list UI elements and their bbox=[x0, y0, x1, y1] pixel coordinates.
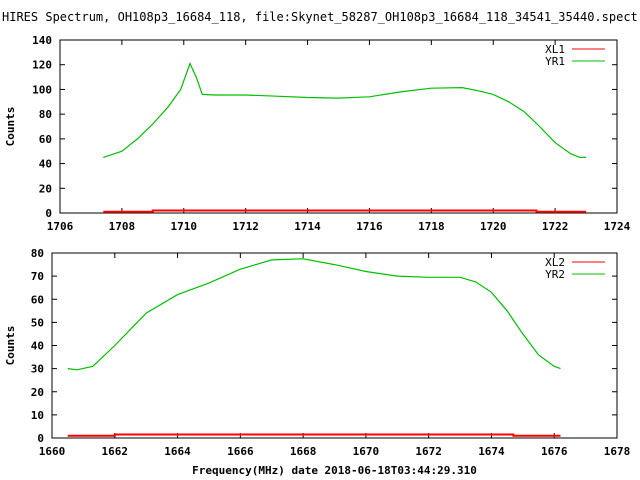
legend-label-xl1: XL1 bbox=[545, 43, 565, 56]
x-tick-label: 1662 bbox=[102, 445, 129, 458]
y-tick-label: 70 bbox=[31, 270, 44, 283]
x-axis-label: Frequency(MHz) date 2018-06-18T03:44:29.… bbox=[192, 464, 477, 477]
y-tick-label: 20 bbox=[39, 182, 52, 195]
x-tick-label: 1716 bbox=[356, 220, 383, 233]
y-tick-label: 10 bbox=[31, 409, 44, 422]
y-axis-label: Counts bbox=[4, 326, 17, 366]
y-tick-label: 0 bbox=[45, 207, 52, 220]
y-tick-label: 20 bbox=[31, 386, 44, 399]
series-line-yr1 bbox=[103, 61, 587, 158]
x-tick-label: 1712 bbox=[232, 220, 259, 233]
x-tick-label: 1676 bbox=[541, 445, 568, 458]
chart-title: HIRES Spectrum, OH108p3_16684_118, file:… bbox=[2, 10, 640, 24]
x-tick-label: 1666 bbox=[227, 445, 254, 458]
x-tick-label: 1706 bbox=[47, 220, 74, 233]
y-tick-label: 120 bbox=[32, 59, 52, 72]
y-tick-label: 40 bbox=[39, 158, 52, 171]
x-tick-label: 1714 bbox=[294, 220, 321, 233]
plot-frame-1 bbox=[59, 39, 618, 214]
series-line-xl2 bbox=[67, 433, 561, 437]
series-line-xl1 bbox=[103, 209, 587, 213]
x-tick-label: 1678 bbox=[604, 445, 631, 458]
x-tick-label: 1660 bbox=[39, 445, 66, 458]
y-tick-label: 0 bbox=[37, 432, 44, 445]
x-tick-label: 1718 bbox=[418, 220, 445, 233]
legend-label-yr2: YR2 bbox=[545, 268, 565, 281]
x-tick-label: 1670 bbox=[353, 445, 380, 458]
x-tick-label: 1668 bbox=[290, 445, 317, 458]
x-tick-label: 1720 bbox=[480, 220, 507, 233]
legend-label-xl2: XL2 bbox=[545, 256, 565, 269]
x-tick-label: 1724 bbox=[604, 220, 631, 233]
x-tick-label: 1674 bbox=[478, 445, 505, 458]
y-tick-label: 80 bbox=[39, 108, 52, 121]
x-tick-label: 1672 bbox=[415, 445, 442, 458]
y-tick-label: 60 bbox=[39, 133, 52, 146]
y-tick-label: 50 bbox=[31, 316, 44, 329]
x-tick-label: 1710 bbox=[171, 220, 198, 233]
x-tick-label: 1664 bbox=[164, 445, 191, 458]
x-tick-label: 1722 bbox=[542, 220, 569, 233]
legend-label-yr1: YR1 bbox=[545, 55, 565, 68]
y-tick-label: 80 bbox=[31, 247, 44, 260]
y-tick-label: 100 bbox=[32, 83, 52, 96]
x-tick-label: 1708 bbox=[109, 220, 136, 233]
y-axis-label: Counts bbox=[4, 107, 17, 147]
y-tick-label: 30 bbox=[31, 363, 44, 376]
series-line-yr2 bbox=[67, 258, 561, 371]
y-tick-label: 60 bbox=[31, 293, 44, 306]
y-tick-label: 40 bbox=[31, 340, 44, 353]
y-tick-label: 140 bbox=[32, 34, 52, 47]
